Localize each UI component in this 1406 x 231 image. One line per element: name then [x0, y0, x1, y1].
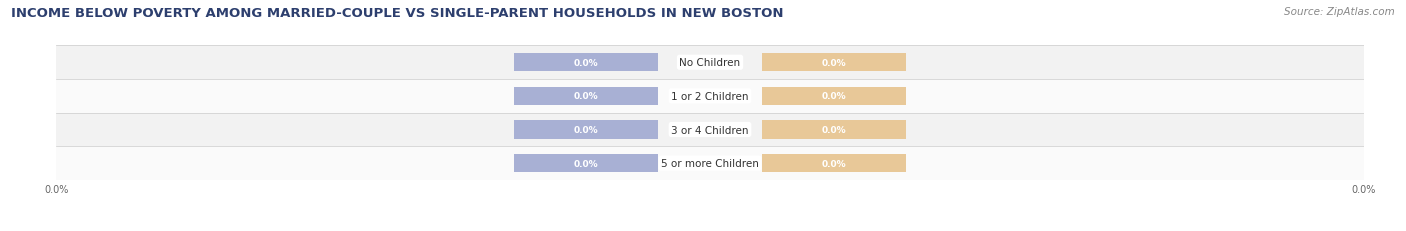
Bar [762, 154, 905, 173]
Bar [56, 80, 1364, 113]
Text: 0.0%: 0.0% [823, 58, 846, 67]
Bar [515, 87, 658, 106]
Text: 0.0%: 0.0% [574, 159, 598, 168]
Text: 0.0%: 0.0% [574, 58, 598, 67]
Bar [56, 113, 1364, 147]
Text: 5 or more Children: 5 or more Children [661, 158, 759, 168]
Text: 0.0%: 0.0% [574, 125, 598, 134]
Text: 0.0%: 0.0% [823, 125, 846, 134]
Text: No Children: No Children [679, 58, 741, 68]
Text: Source: ZipAtlas.com: Source: ZipAtlas.com [1284, 7, 1395, 17]
Bar [515, 154, 658, 173]
Bar [56, 147, 1364, 180]
Text: 0.0%: 0.0% [823, 159, 846, 168]
Bar [762, 121, 905, 139]
Bar [515, 121, 658, 139]
Text: 0.0%: 0.0% [823, 92, 846, 101]
Text: 3 or 4 Children: 3 or 4 Children [671, 125, 749, 135]
Bar [515, 54, 658, 72]
Bar [762, 87, 905, 106]
Text: 0.0%: 0.0% [574, 92, 598, 101]
Text: INCOME BELOW POVERTY AMONG MARRIED-COUPLE VS SINGLE-PARENT HOUSEHOLDS IN NEW BOS: INCOME BELOW POVERTY AMONG MARRIED-COUPL… [11, 7, 783, 20]
Bar [56, 46, 1364, 80]
Bar [762, 54, 905, 72]
Text: 1 or 2 Children: 1 or 2 Children [671, 91, 749, 101]
